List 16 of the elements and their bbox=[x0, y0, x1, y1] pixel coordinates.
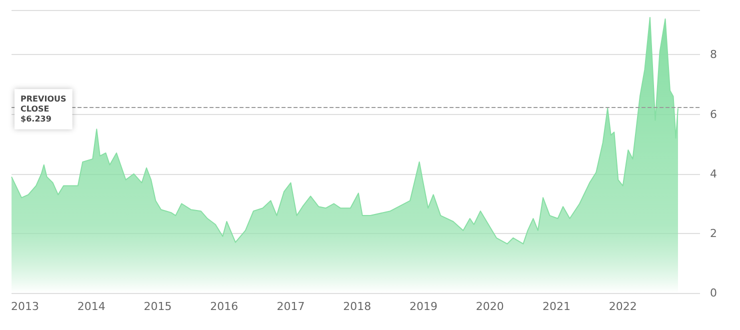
x-tick-label: 2021 bbox=[542, 300, 570, 313]
x-tick-label: 2014 bbox=[77, 300, 106, 313]
ref-line-label: PREVIOUS CLOSE $6.239 bbox=[20, 94, 66, 124]
y-tick-label: 0 bbox=[710, 286, 717, 300]
y-tick-label: 6 bbox=[710, 108, 717, 121]
x-tick-label: 2022 bbox=[608, 300, 637, 313]
y-tick-label: 4 bbox=[710, 167, 717, 180]
x-tick-label: 2015 bbox=[144, 300, 172, 313]
x-tick-label: 2016 bbox=[210, 300, 238, 313]
x-tick-label: 2020 bbox=[476, 300, 504, 313]
y-tick-label: 8 bbox=[710, 48, 717, 62]
x-tick-label: 2019 bbox=[410, 300, 438, 313]
x-tick-label: 2018 bbox=[343, 300, 372, 313]
x-tick-label: 2017 bbox=[276, 300, 305, 313]
x-tick-label: 2013 bbox=[10, 300, 39, 313]
y-tick-label: 2 bbox=[710, 226, 717, 240]
